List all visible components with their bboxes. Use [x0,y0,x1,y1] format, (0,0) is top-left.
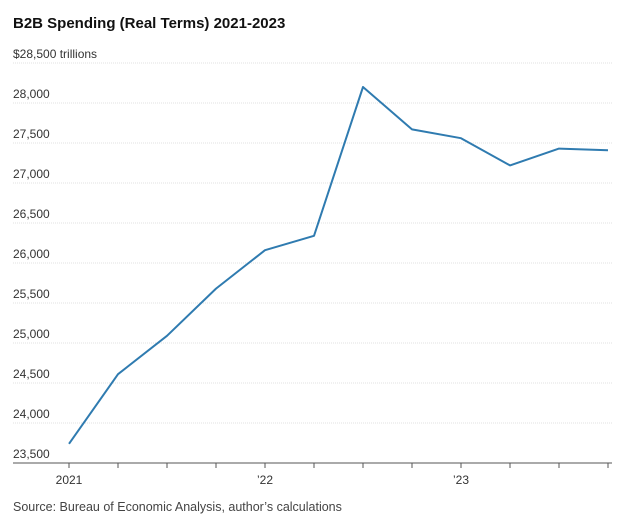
y-tick-label: $28,500 trillions [13,47,97,61]
y-tick-label: 26,000 [13,247,50,261]
chart-title: B2B Spending (Real Terms) 2021-2023 [13,15,285,32]
y-tick-label: 28,000 [13,87,50,101]
x-tick-label: ’23 [453,473,469,487]
y-tick-label: 23,500 [13,447,50,461]
y-tick-label: 26,500 [13,207,50,221]
y-tick-label: 27,500 [13,127,50,141]
y-tick-label: 24,500 [13,367,50,381]
x-tick-label: 2021 [56,473,83,487]
x-tick-label: ’22 [257,473,273,487]
y-tick-label: 27,000 [13,167,50,181]
data-line [68,86,609,445]
y-tick-label: 25,000 [13,327,50,341]
source-note: Source: Bureau of Economic Analysis, aut… [13,500,342,514]
y-tick-label: 25,500 [13,287,50,301]
y-tick-label: 24,000 [13,407,50,421]
